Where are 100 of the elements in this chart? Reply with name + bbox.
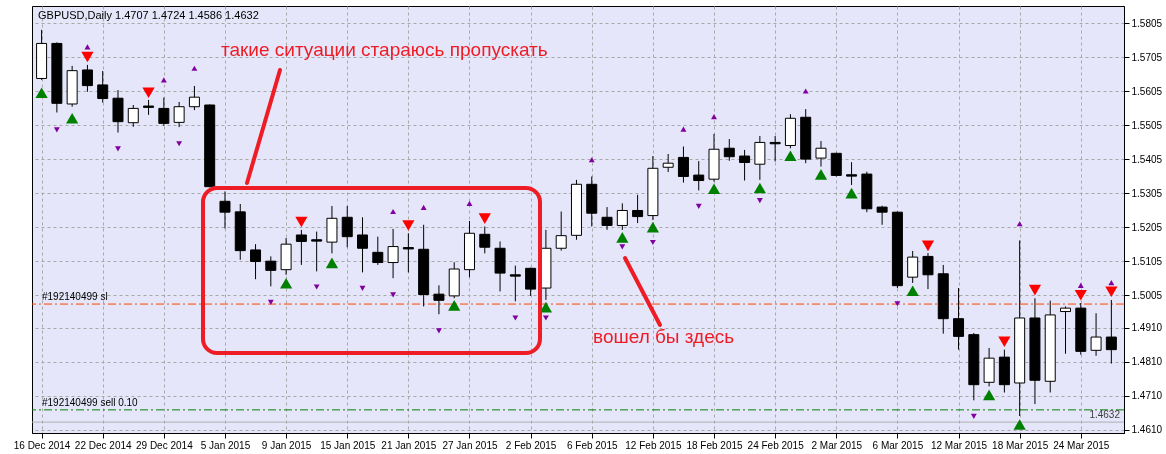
point: [35, 87, 48, 99]
point: [646, 221, 660, 233]
annotation: такие ситуации стараюсь пропускать: [221, 39, 548, 60]
x-tick-label: 2 Mar 2015: [811, 439, 863, 451]
point: [1074, 289, 1087, 301]
candlestick: [525, 267, 537, 297]
point: [894, 301, 901, 307]
point: [1028, 284, 1042, 296]
point: [313, 284, 320, 290]
ref-line-label: #192140499 sell 0.10: [42, 396, 139, 408]
point: [756, 198, 763, 204]
x-tick-label: 24 Feb 2015: [747, 439, 805, 451]
point: [402, 220, 415, 231]
candlestick: [769, 135, 781, 162]
candlestick: [433, 284, 445, 315]
point: [619, 244, 626, 250]
point: [845, 187, 858, 199]
point: [711, 114, 717, 120]
candlestick: [250, 243, 262, 280]
candlestick: [479, 225, 491, 254]
y-tick-label: 1.5505: [1131, 119, 1163, 131]
y-tick-label: 1.5405: [1131, 153, 1163, 165]
candlestick: [922, 252, 934, 290]
y-tick-label: 1.5705: [1131, 51, 1163, 63]
point: [279, 277, 293, 289]
candlestick: [846, 161, 858, 186]
candlestick: [693, 160, 705, 191]
x-tick-label: 15 Jan 2015: [320, 439, 376, 451]
candlestick: [219, 190, 231, 230]
candlestick: [265, 255, 277, 287]
x-tick-label: 6 Feb 2015: [566, 439, 618, 451]
point: [191, 65, 198, 71]
candlestick: [555, 211, 567, 252]
candlestick: [387, 228, 399, 279]
point: [906, 285, 919, 297]
point: [478, 213, 491, 224]
x-tick-label: 27 Jan 2015: [442, 439, 498, 451]
point: [359, 285, 366, 291]
y-tick-label: 1.5305: [1131, 187, 1163, 199]
point: [390, 292, 397, 298]
candlestick: [173, 101, 185, 128]
candlestick: [372, 236, 384, 266]
candlestick: [677, 146, 689, 184]
x-tick-label: 9 Jan 2015: [261, 439, 312, 451]
point: [784, 150, 797, 162]
y-tick-label: 1.4610: [1131, 424, 1163, 436]
candlestick: [158, 97, 170, 127]
candlestick: [739, 149, 751, 182]
ref-line-label: 1.4632: [1089, 409, 1121, 421]
y-tick-label: 1.5805: [1131, 17, 1163, 29]
point: [53, 127, 60, 133]
candlestick: [754, 135, 766, 181]
candlestick: [295, 229, 307, 266]
candlestick: [601, 206, 613, 231]
candlestick: [188, 85, 200, 111]
candlestick: [1105, 299, 1117, 365]
y-tick-label: 1.5605: [1131, 85, 1163, 97]
point: [802, 88, 809, 94]
candlestick: [616, 202, 628, 231]
point: [814, 169, 828, 180]
x-tick-label: 6 Mar 2015: [872, 439, 924, 451]
point: [512, 315, 519, 321]
point: [142, 87, 155, 99]
point: [649, 239, 656, 246]
y-tick-label: 1.4810: [1131, 356, 1163, 368]
point: [970, 413, 977, 419]
x-tick-label: 12 Feb 2015: [625, 439, 682, 451]
y-tick-label: 1.4910: [1131, 322, 1163, 334]
point: [921, 240, 935, 252]
x-tick-label: 18 Mar 2015: [992, 439, 1049, 451]
x-tick-label: 22 Dec 2014: [74, 439, 132, 451]
point: [753, 182, 766, 194]
x-tick-label: 24 Mar 2015: [1053, 439, 1110, 451]
candlestick: [662, 153, 674, 173]
x-tick-label: 12 Mar 2015: [930, 439, 988, 451]
candlestick: [723, 138, 735, 162]
x-tick-label: 18 Feb 2015: [686, 439, 744, 451]
point: [435, 328, 442, 334]
candlestick: [632, 194, 644, 224]
y-tick-label: 1.4710: [1131, 390, 1163, 402]
y-tick-label: 1.5205: [1131, 221, 1163, 233]
candlestick: [326, 205, 338, 254]
point: [81, 51, 94, 63]
candlestick: [1060, 305, 1072, 355]
point: [390, 208, 397, 215]
point: [998, 336, 1011, 348]
x-tick-label: 29 Dec 2014: [135, 439, 194, 451]
x-tick-label: 21 Jan 2015: [381, 439, 437, 451]
point: [1077, 282, 1084, 288]
candlestick: [357, 216, 369, 273]
x-tick-label: 2 Feb 2015: [505, 439, 557, 451]
candlestick: [81, 64, 93, 93]
point: [695, 203, 702, 209]
point: [982, 389, 996, 401]
point: [176, 141, 183, 147]
y-tick-label: 1.5005: [1131, 289, 1163, 301]
candlestick: [402, 232, 414, 273]
point: [115, 146, 121, 152]
candlestick: [97, 70, 109, 104]
candlestick: [341, 205, 353, 248]
